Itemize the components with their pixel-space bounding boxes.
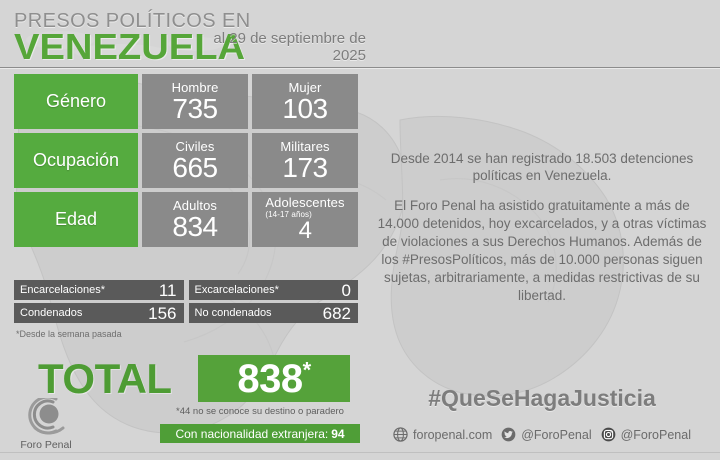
foreign-nationality-value: 94 xyxy=(331,426,345,441)
right-text-panel: Desde 2014 se han registrado 18.503 dete… xyxy=(372,150,712,305)
instagram-icon xyxy=(601,427,615,442)
mini-row-2: Condenados 156 No condenados 682 xyxy=(14,303,358,323)
footer-divider xyxy=(0,452,720,453)
page-kicker: PRESOS POLÍTICOS EN xyxy=(14,10,251,32)
total-asterisk: * xyxy=(302,357,312,383)
page-title: VENEZUELA xyxy=(14,26,246,67)
header-divider xyxy=(0,67,720,69)
stat-cell-hombre: Hombre 735 xyxy=(142,74,248,129)
mini-label: Excarcelaciones* xyxy=(194,284,279,296)
stat-value: 4 xyxy=(298,217,312,244)
social-twitter-label: @ForoPenal xyxy=(521,427,592,442)
stat-cell-adultos: Adultos 834 xyxy=(142,192,248,247)
stat-row-genero: Género Hombre 735 Mujer 103 xyxy=(14,74,358,129)
twitter-icon xyxy=(501,427,516,442)
stat-row-ocupacion: Ocupación Civiles 665 Militares 173 xyxy=(14,133,358,188)
stat-caption-text: Adolescentes xyxy=(265,195,345,210)
mini-label: Encarcelaciones* xyxy=(20,284,105,296)
title-block: PRESOS POLÍTICOS EN VENEZUELA xyxy=(14,10,251,65)
stat-cell-militares: Militares 173 xyxy=(252,133,358,188)
stat-caption-sub: (14-17 años) xyxy=(265,210,312,219)
total-row: TOTAL 838* xyxy=(0,355,370,403)
report-date: al 29 de septiembre de 2025 xyxy=(213,30,366,64)
stat-value: 834 xyxy=(172,210,218,242)
stat-caption: Mujer xyxy=(288,79,322,95)
stat-value: 103 xyxy=(282,92,328,124)
total-value-box: 838* xyxy=(198,355,350,402)
panel-paragraph-1: Desde 2014 se han registrado 18.503 dete… xyxy=(390,151,694,183)
foro-penal-logo: Foro Penal xyxy=(10,398,82,451)
stat-cell-mujer: Mujer 103 xyxy=(252,74,358,129)
stat-caption: Civiles xyxy=(175,138,215,154)
stats-grid: Género Hombre 735 Mujer 103 Ocupación Ci… xyxy=(14,74,358,251)
total-footnote: *44 no se conoce su destino o paradero xyxy=(176,406,344,417)
mini-box-excarcelaciones: Excarcelaciones* 0 xyxy=(188,280,358,300)
stat-caption: Adultos xyxy=(172,197,218,213)
social-website-label: foropenal.com xyxy=(413,427,493,442)
mini-row-1: Encarcelaciones* 11 Excarcelaciones* 0 xyxy=(14,280,358,300)
mini-value: 0 xyxy=(341,280,351,300)
mini-label: No condenados xyxy=(194,307,272,319)
stat-caption: Adolescentes (14-17 años) xyxy=(265,196,344,219)
stat-caption: Hombre xyxy=(171,79,219,95)
foreign-nationality-banner: Con nacionalidad extranjera: 94 xyxy=(160,424,360,443)
social-twitter[interactable]: @ForoPenal xyxy=(501,427,592,442)
total-value: 838* xyxy=(237,356,312,401)
foreign-nationality-label: Con nacionalidad extranjera: xyxy=(175,426,329,441)
stat-row-label: Género xyxy=(14,74,138,129)
total-number: 838 xyxy=(237,356,303,401)
mini-box-condenados: Condenados 156 xyxy=(14,303,184,323)
social-instagram-label: @ForoPenal xyxy=(620,427,691,442)
stat-cell-civiles: Civiles 665 xyxy=(142,133,248,188)
mini-value: 11 xyxy=(158,280,177,300)
social-instagram[interactable]: @ForoPenal xyxy=(601,427,691,442)
mini-value: 156 xyxy=(148,303,177,323)
stat-value: 735 xyxy=(172,92,218,124)
panel-paragraph-2: El Foro Penal ha asistido gratuitamente … xyxy=(377,198,707,303)
mini-value: 682 xyxy=(322,303,351,323)
stat-cell-adolescentes: Adolescentes (14-17 años) 4 xyxy=(252,192,358,247)
globe-icon xyxy=(393,427,408,442)
social-links: foropenal.com @ForoPenal @ForoPenal xyxy=(372,427,712,442)
campaign-hashtag: #QueSeHagaJusticia xyxy=(428,385,656,411)
total-label: TOTAL xyxy=(38,355,172,402)
mini-footnote: *Desde la semana pasada xyxy=(16,329,122,339)
stat-value: 173 xyxy=(282,151,328,183)
stat-row-label: Ocupación xyxy=(14,133,138,188)
mini-box-no-condenados: No condenados 682 xyxy=(188,303,358,323)
mini-box-encarcelaciones: Encarcelaciones* 11 xyxy=(14,280,184,300)
foro-penal-mark-icon xyxy=(28,398,65,435)
mini-stat-boxes: Encarcelaciones* 11 Excarcelaciones* 0 C… xyxy=(14,280,358,326)
stat-row-edad: Edad Adultos 834 Adolescentes (14-17 año… xyxy=(14,192,358,247)
stat-value: 665 xyxy=(172,151,218,183)
foro-penal-logo-text: Foro Penal xyxy=(20,439,72,451)
header: PRESOS POLÍTICOS EN VENEZUELA al 29 de s… xyxy=(0,0,720,69)
stat-row-label: Edad xyxy=(14,192,138,247)
mini-label: Condenados xyxy=(20,307,83,319)
stat-caption: Militares xyxy=(280,138,330,154)
social-website[interactable]: foropenal.com xyxy=(393,427,492,442)
